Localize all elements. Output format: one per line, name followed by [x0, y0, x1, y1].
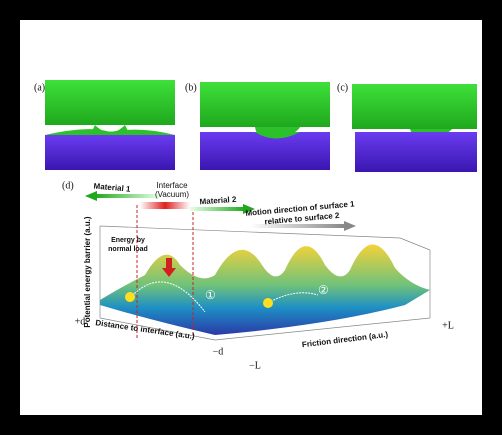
- load-arrow: [162, 258, 176, 277]
- panel-a: [45, 80, 175, 170]
- panel-label: (c): [337, 82, 348, 93]
- label: Material 2: [199, 195, 237, 207]
- label: Energy by: [111, 237, 145, 244]
- step: ①: [205, 288, 216, 302]
- axis-tick: −L: [249, 360, 261, 371]
- label: Interface: [156, 181, 188, 190]
- panel-label: (b): [185, 82, 197, 93]
- label: (Vacuum): [155, 190, 189, 199]
- energy-surface: [100, 244, 430, 335]
- legend-arrows: [85, 191, 356, 231]
- axis-tick: +L: [442, 320, 454, 331]
- axis-tick: −d: [213, 346, 224, 357]
- label: normal load: [108, 246, 148, 253]
- axis-tick: +d: [75, 316, 86, 327]
- step: ②: [318, 283, 329, 297]
- axis-label: Potential energy barrier (a.u.): [83, 216, 92, 327]
- panel-label: (d): [62, 180, 74, 191]
- label: Material 1: [93, 182, 131, 194]
- particle: [125, 292, 135, 302]
- panel-label: (a): [34, 82, 45, 93]
- particle: [263, 298, 273, 308]
- panel-c: [352, 84, 477, 172]
- path: [129, 281, 319, 313]
- panel-b: [200, 82, 330, 170]
